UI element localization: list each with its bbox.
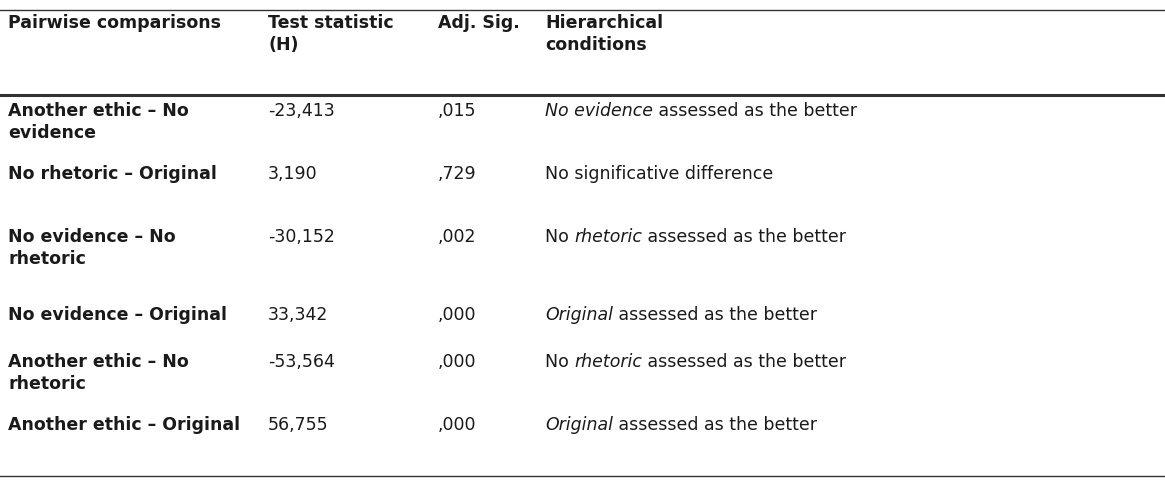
Text: No: No	[545, 228, 574, 246]
Text: ,000: ,000	[438, 416, 476, 434]
Text: rhetoric: rhetoric	[574, 228, 642, 246]
Text: Test statistic
(H): Test statistic (H)	[268, 14, 394, 54]
Text: ,015: ,015	[438, 102, 476, 120]
Text: No evidence – No
rhetoric: No evidence – No rhetoric	[8, 228, 176, 268]
Text: assessed as the better: assessed as the better	[613, 306, 817, 324]
Text: 3,190: 3,190	[268, 165, 318, 183]
Text: Hierarchical
conditions: Hierarchical conditions	[545, 14, 663, 54]
Text: ,729: ,729	[438, 165, 476, 183]
Text: No evidence: No evidence	[545, 102, 654, 120]
Text: -30,152: -30,152	[268, 228, 334, 246]
Text: ,000: ,000	[438, 306, 476, 324]
Text: Original: Original	[545, 416, 613, 434]
Text: assessed as the better: assessed as the better	[642, 228, 846, 246]
Text: Another ethic – No
rhetoric: Another ethic – No rhetoric	[8, 353, 189, 393]
Text: Adj. Sig.: Adj. Sig.	[438, 14, 520, 32]
Text: Another ethic – Original: Another ethic – Original	[8, 416, 240, 434]
Text: No: No	[545, 353, 574, 371]
Text: No rhetoric – Original: No rhetoric – Original	[8, 165, 217, 183]
Text: No evidence – Original: No evidence – Original	[8, 306, 227, 324]
Text: assessed as the better: assessed as the better	[654, 102, 857, 120]
Text: Original: Original	[545, 306, 613, 324]
Text: 33,342: 33,342	[268, 306, 329, 324]
Text: ,002: ,002	[438, 228, 476, 246]
Text: ,000: ,000	[438, 353, 476, 371]
Text: rhetoric: rhetoric	[574, 353, 642, 371]
Text: assessed as the better: assessed as the better	[613, 416, 817, 434]
Text: No significative difference: No significative difference	[545, 165, 774, 183]
Text: -53,564: -53,564	[268, 353, 334, 371]
Text: Pairwise comparisons: Pairwise comparisons	[8, 14, 221, 32]
Text: 56,755: 56,755	[268, 416, 329, 434]
Text: -23,413: -23,413	[268, 102, 334, 120]
Text: assessed as the better: assessed as the better	[642, 353, 846, 371]
Text: Another ethic – No
evidence: Another ethic – No evidence	[8, 102, 189, 142]
